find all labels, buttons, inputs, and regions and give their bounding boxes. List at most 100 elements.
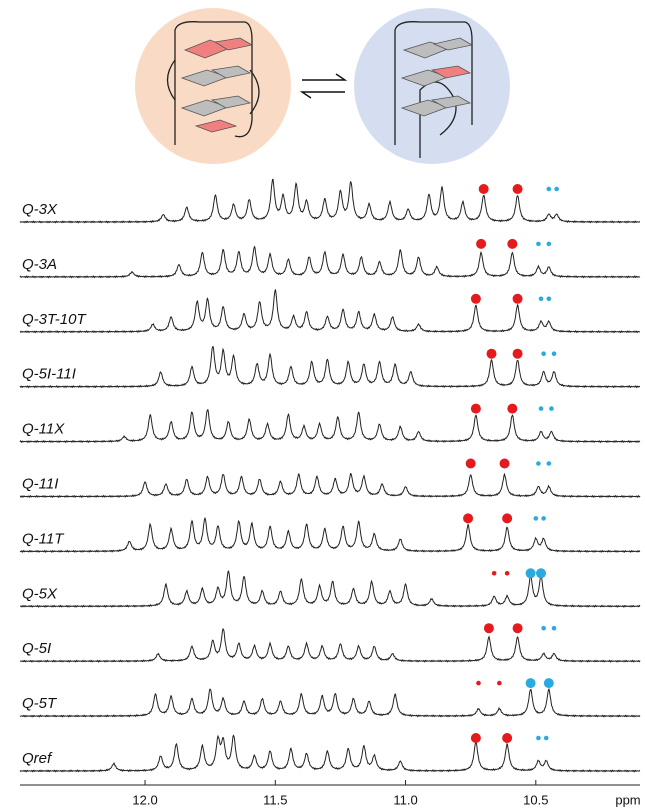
spectrum-peak — [262, 254, 279, 275]
population-dot — [526, 568, 536, 578]
spectrum-peak — [545, 321, 640, 333]
population-dot — [526, 678, 536, 688]
row-label: Q-3A — [22, 256, 57, 273]
spectrum-peak — [346, 182, 360, 218]
spectrum-peak — [168, 744, 189, 769]
spectrum-peak — [218, 629, 231, 657]
population-dot — [541, 516, 546, 521]
spectrum-peak — [363, 581, 381, 604]
row-label: Q-3X — [22, 201, 58, 218]
spectrum-peak — [544, 486, 640, 497]
x-tick-label: 11.0 — [393, 792, 417, 807]
spectrum-peak — [525, 266, 544, 276]
spectrum-peak — [348, 412, 369, 439]
spectrum-peak — [361, 701, 382, 715]
spectrum-peak — [175, 646, 202, 661]
spectrum-peak — [291, 694, 312, 715]
spectrum-peak — [369, 424, 390, 440]
population-dot — [507, 239, 517, 249]
spectrum-peak — [308, 476, 326, 494]
spectrum-peak — [447, 415, 494, 442]
population-dot — [507, 404, 517, 414]
spectrum-peak — [546, 431, 640, 442]
spectrum-peak — [197, 476, 215, 494]
population-dot — [505, 571, 510, 576]
population-dot — [513, 623, 523, 633]
x-tick-label: 11.5 — [263, 792, 287, 807]
spectrum-peak — [223, 571, 236, 600]
spectrum-peak — [231, 252, 247, 273]
population-dot — [497, 681, 502, 686]
spectrum-peak — [215, 307, 234, 330]
spectrum-peak — [253, 591, 271, 605]
population-dot — [471, 404, 481, 414]
spectrum-peak — [182, 698, 201, 714]
population-dot — [533, 516, 538, 521]
population-dot — [552, 351, 557, 356]
spectrum-peak — [515, 690, 540, 716]
population-dot — [487, 349, 497, 359]
spectrum-peak — [447, 305, 497, 332]
spectrum-peak — [531, 371, 549, 385]
spectrum-peak — [228, 521, 245, 548]
spectrum-peak — [202, 298, 215, 326]
spectrum-peak — [175, 207, 201, 221]
population-dot — [536, 736, 541, 741]
spectrum-peak — [434, 525, 488, 552]
spectrum-peak — [521, 486, 544, 496]
spectrum-peak — [228, 355, 245, 384]
spectrum-peak — [297, 524, 316, 548]
spectrum-peak — [452, 201, 473, 220]
spectrum-peak — [331, 644, 350, 659]
spectrum-peak — [281, 367, 301, 385]
population-dot — [554, 187, 559, 192]
spectrum-peak — [231, 643, 247, 658]
population-dot — [552, 626, 557, 631]
population-dot — [463, 513, 473, 523]
state-circle — [135, 8, 291, 164]
spectrum-peak — [366, 533, 387, 550]
x-axis-label: ppm — [615, 792, 640, 807]
spectrum-peak — [387, 364, 403, 383]
spectrum-peak — [301, 200, 316, 219]
spectrum-peak — [264, 354, 281, 384]
spectrum-peak — [351, 311, 366, 328]
spectrum-peak — [224, 204, 241, 219]
spectrum-peak — [279, 259, 299, 275]
spectrum-peak — [162, 317, 184, 331]
spectrum-peak — [553, 214, 640, 223]
spectrum-peak — [217, 698, 234, 715]
spectrum-peak — [383, 317, 406, 331]
spectrum-peak — [155, 484, 176, 496]
spectrum-peak — [503, 637, 531, 660]
spectrum-peak — [299, 753, 317, 769]
population-dot — [479, 184, 489, 194]
spectrum-peak — [228, 735, 244, 767]
spectrum-peak — [253, 699, 271, 715]
spectrum-peak — [245, 523, 261, 548]
spectrum-peak — [296, 425, 312, 439]
spectrum-peak — [390, 426, 409, 440]
spectrum-peak — [200, 410, 218, 439]
population-dot — [541, 351, 546, 356]
spectrum-peak — [297, 643, 314, 660]
figure: ppm 12.011.511.010.5Q-3XQ-3AQ-3T-10TQ-5I… — [0, 0, 645, 811]
spectrum-peak — [409, 432, 447, 442]
spectrum-peak — [198, 518, 211, 544]
spectrum-peak — [210, 736, 221, 765]
spectrum-peak — [399, 209, 419, 220]
spectrum-peak — [360, 203, 379, 219]
spectrum-peak — [244, 755, 262, 768]
spectrum-peak — [373, 484, 394, 496]
spectrum-peak — [299, 257, 317, 275]
spectrum-peak — [488, 474, 521, 496]
spectrum-peak — [290, 474, 308, 494]
row-label: Q-3T-10T — [22, 311, 87, 328]
spectrum-peak — [326, 478, 343, 494]
row-label: Q-5T — [22, 695, 58, 712]
spectrum-peak — [463, 596, 501, 606]
spectrum-peak — [521, 538, 540, 551]
spectrum-peak — [536, 576, 640, 606]
spectrum-peak — [334, 526, 351, 548]
spectrum-peak — [387, 539, 434, 552]
